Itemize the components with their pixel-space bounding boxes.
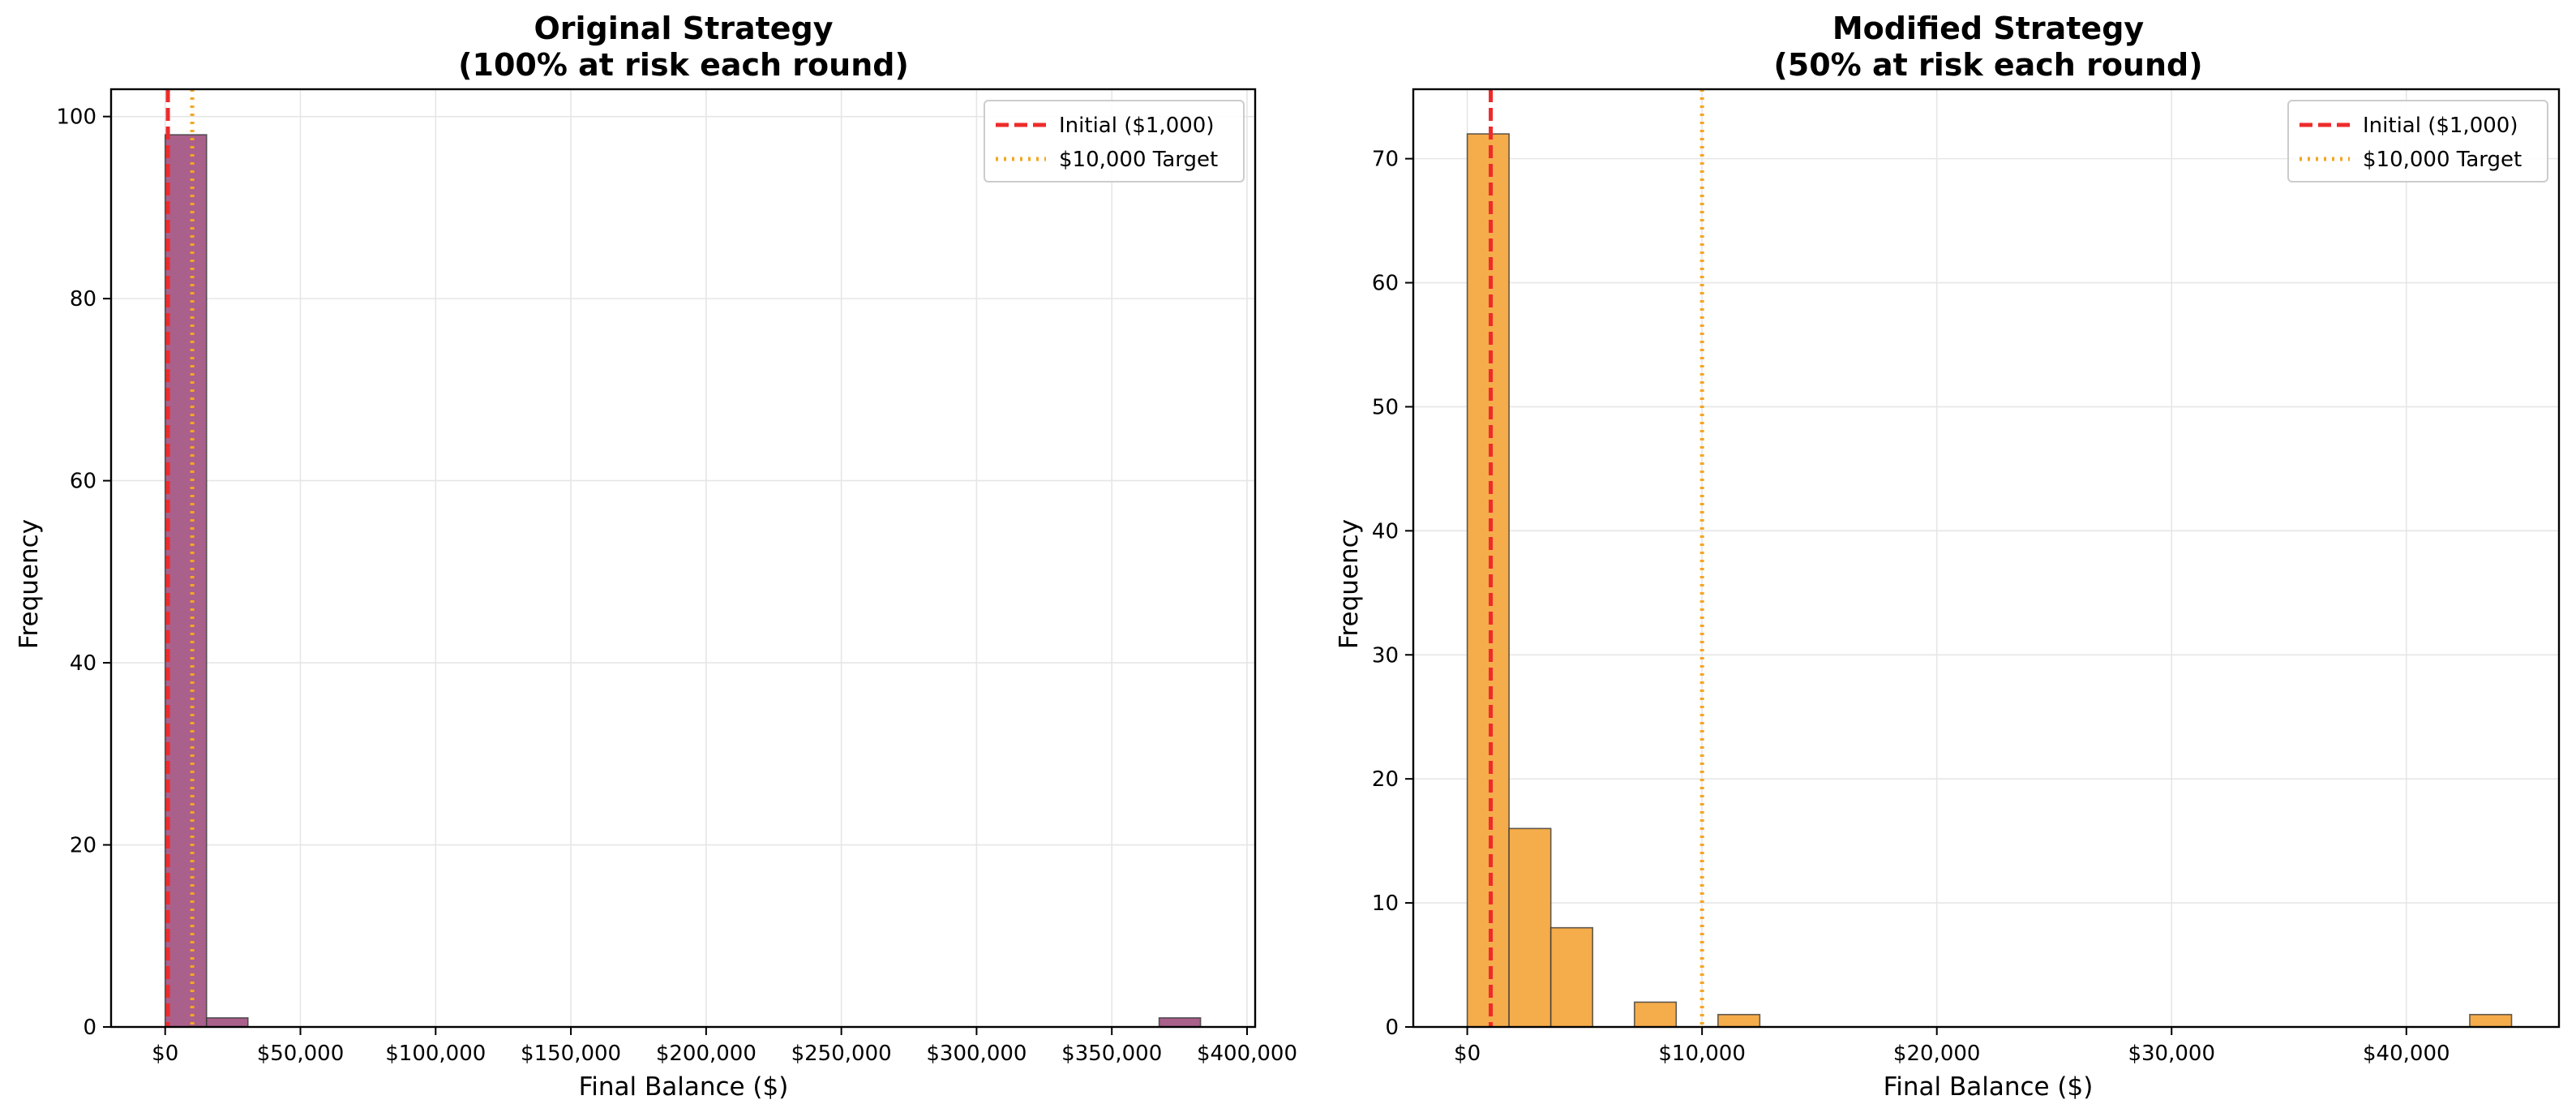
x-axis-label: Final Balance ($): [579, 1072, 789, 1102]
y-tick-label: 50: [1372, 395, 1399, 419]
histogram-bar: [1158, 1016, 1202, 1028]
x-tick-label: $150,000: [521, 1042, 621, 1066]
legend: Initial ($1,000) $10,000 Target: [2287, 100, 2548, 183]
histogram-bar: [1717, 1013, 1761, 1028]
x-tick-label: $300,000: [926, 1042, 1027, 1066]
histogram-bar: [164, 134, 208, 1028]
legend-label: Initial ($1,000): [1059, 114, 1214, 138]
chart-original-strategy: Original Strategy (100% at risk each rou…: [15, 11, 1297, 1102]
x-tick-label: $100,000: [385, 1042, 486, 1066]
histogram-bar: [1508, 827, 1552, 1028]
histogram-bar: [2469, 1013, 2513, 1028]
plot-frame: [1412, 88, 2561, 1029]
legend-label: Initial ($1,000): [2363, 114, 2518, 138]
plot-area: $0 $10,000 $20,000 $30,000 $40,000 0 10 20 30 40 5…: [1372, 88, 2561, 1066]
y-tick-label: 0: [1385, 1016, 1399, 1040]
y-tick-label: 60: [1372, 272, 1399, 296]
legend-label: $10,000 Target: [2363, 148, 2522, 172]
y-tick-label: 70: [1372, 148, 1399, 172]
y-tick-label: 10: [1372, 891, 1399, 916]
chart-title-line1: Original Strategy: [534, 11, 833, 46]
x-tick-label: $30,000: [2128, 1042, 2215, 1066]
x-tick-label: $10,000: [1658, 1042, 1746, 1066]
plot-frame: [109, 88, 1257, 1029]
y-tick-label: 20: [70, 834, 96, 858]
y-tick-label: 80: [70, 287, 96, 311]
x-tick-label: $200,000: [656, 1042, 757, 1066]
x-tick-label: $20,000: [1893, 1042, 1981, 1066]
histogram-bar: [1466, 133, 1510, 1028]
x-tick-label: $350,000: [1061, 1042, 1162, 1066]
y-tick-label: 0: [83, 1016, 96, 1040]
legend-label: $10,000 Target: [1059, 148, 1218, 172]
y-tick-label: 30: [1372, 643, 1399, 668]
histogram-bar: [205, 1016, 249, 1028]
y-axis-label: Frequency: [15, 519, 44, 649]
legend-box: [2287, 100, 2548, 183]
chart-modified-strategy: Modified Strategy (50% at risk each roun…: [1335, 11, 2561, 1102]
x-tick-label: $250,000: [791, 1042, 892, 1066]
x-tick-label: $50,000: [257, 1042, 345, 1066]
legend-box: [984, 100, 1245, 183]
y-tick-label: 60: [70, 470, 96, 494]
plot-area: $0 $50,000 $100,000 $150,000 $200,000 $250,00…: [56, 88, 1297, 1066]
x-tick-label: $0: [152, 1042, 178, 1066]
chart-title-line2: (50% at risk each round): [1773, 47, 2202, 83]
histogram-bar: [1633, 1001, 1678, 1028]
y-tick-label: 20: [1372, 767, 1399, 792]
y-tick-label: 40: [70, 651, 96, 676]
x-tick-label: $400,000: [1197, 1042, 1297, 1066]
histogram-bar: [1549, 926, 1594, 1028]
legend: Initial ($1,000) $10,000 Target: [984, 100, 1245, 183]
y-tick-label: 40: [1372, 519, 1399, 543]
x-tick-label: $40,000: [2363, 1042, 2450, 1066]
x-tick-label: $0: [1454, 1042, 1481, 1066]
chart-title-line1: Modified Strategy: [1832, 11, 2145, 46]
y-axis-label: Frequency: [1335, 519, 1364, 649]
chart-title-line2: (100% at risk each round): [458, 47, 909, 83]
x-axis-label: Final Balance ($): [1884, 1072, 2094, 1102]
y-tick-label: 100: [56, 105, 96, 130]
